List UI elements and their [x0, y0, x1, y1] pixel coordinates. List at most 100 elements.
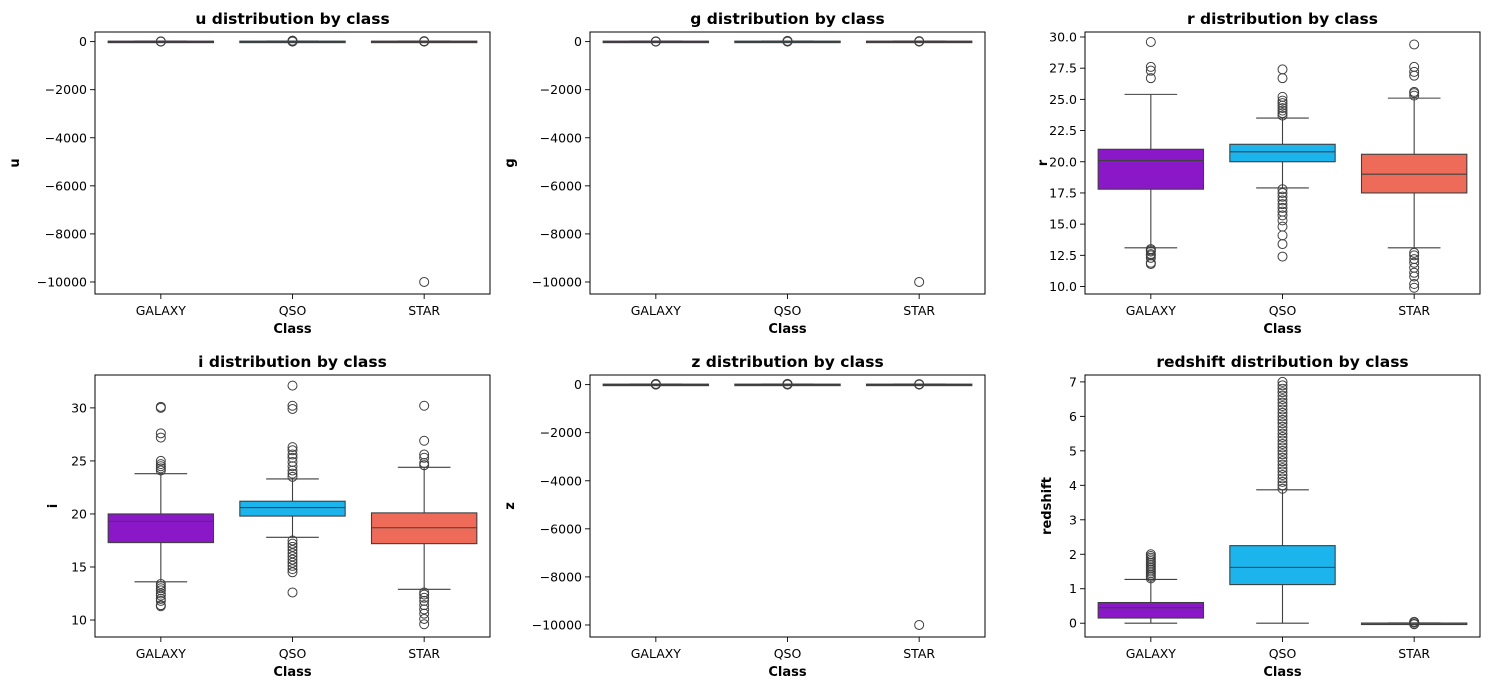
outlier-point: [419, 400, 430, 411]
outlier-point: [1409, 267, 1420, 278]
box-star: [1360, 39, 1468, 293]
outlier-point: [155, 36, 166, 47]
y-tick-label: 20: [71, 506, 87, 521]
x-tick-label: GALAXY: [1126, 303, 1177, 318]
x-tick-label: QSO: [1269, 303, 1297, 318]
outlier-point: [155, 432, 166, 443]
outlier-point: [287, 564, 298, 575]
axes-frame: [1084, 31, 1481, 295]
outlier-point: [1277, 206, 1288, 217]
box-star: [865, 36, 973, 287]
outlier-point: [419, 587, 430, 598]
y-tick-label: −10000: [37, 274, 87, 289]
chart-panel-2: r distribution by class 10.0 12.5 15.0 17.5 2…: [1036, 10, 1481, 337]
outlier-point: [419, 452, 430, 463]
box-body: [1097, 601, 1205, 619]
outlier-point: [419, 608, 430, 619]
outlier-point: [287, 567, 298, 578]
box-qso: [1229, 64, 1336, 262]
y-tick-label: 15: [71, 559, 87, 574]
axes-frame: [94, 31, 491, 295]
outlier-point: [287, 461, 298, 472]
chart-title: u distribution by class: [195, 10, 389, 28]
outlier-point: [155, 455, 166, 466]
box-qso: [1229, 376, 1336, 624]
chart-panel-1: g distribution by class 0 −2000 −4000 −6000 −…: [503, 10, 986, 337]
outlier-point: [1145, 249, 1156, 260]
y-tick-label: −8000: [540, 226, 582, 241]
y-tick-label: 25.0: [1049, 92, 1077, 107]
outlier-point: [914, 36, 925, 47]
outlier-point: [1277, 103, 1288, 114]
axes-frame: [1084, 374, 1481, 638]
x-axis-label: Class: [273, 322, 312, 337]
outlier-point: [155, 588, 166, 599]
y-tick-label: −4000: [45, 130, 87, 145]
x-tick-label: GALAXY: [631, 646, 682, 661]
outlier-point: [1277, 202, 1288, 213]
x-tick-label: STAR: [1398, 646, 1430, 661]
outlier-point: [1277, 480, 1288, 491]
outlier-point: [287, 548, 298, 559]
chart-panel-3: i distribution by class 10 15 20 25 30 GALAXY Q…: [46, 353, 491, 680]
y-tick-label: 10.0: [1049, 279, 1077, 294]
y-tick-label: 15.0: [1049, 217, 1077, 232]
x-tick-label: GALAXY: [136, 646, 187, 661]
axes-frame: [589, 31, 986, 295]
y-tick-label: −6000: [540, 178, 582, 193]
outlier-point: [1277, 401, 1288, 412]
outlier-point: [1277, 397, 1288, 408]
outlier-point: [1145, 244, 1156, 255]
outlier-point: [287, 449, 298, 460]
outlier-point: [287, 551, 298, 562]
outlier-point: [155, 459, 166, 470]
box-galaxy: [1097, 36, 1205, 270]
axes-frame: [94, 374, 491, 638]
x-tick-label: STAR: [903, 646, 935, 661]
y-tick-label: 2: [1069, 547, 1077, 562]
outlier-point: [287, 442, 298, 453]
outlier-point: [419, 604, 430, 615]
x-tick-label: QSO: [1269, 646, 1297, 661]
x-axis-label: Class: [1263, 665, 1302, 680]
chart-title: redshift distribution by class: [1156, 353, 1408, 371]
outlier-point: [1145, 549, 1156, 560]
outlier-point: [1277, 199, 1288, 210]
outlier-point: [419, 36, 430, 47]
outlier-point: [287, 554, 298, 565]
y-tick-label: 4: [1069, 478, 1077, 493]
box-body: [239, 500, 346, 517]
box-galaxy: [602, 378, 710, 390]
outlier-point: [287, 535, 298, 546]
outlier-point: [1277, 251, 1288, 262]
y-axis-label: u: [8, 158, 23, 167]
outlier-point: [287, 400, 298, 411]
outlier-point: [1409, 90, 1420, 101]
y-tick-label: −2000: [45, 82, 87, 97]
outlier-point: [1277, 110, 1288, 121]
outlier-point: [1277, 187, 1288, 198]
outlier-point: [287, 465, 298, 476]
y-tick-label: 22.5: [1049, 123, 1077, 138]
outlier-point: [155, 593, 166, 604]
outlier-point: [419, 458, 430, 469]
outlier-point: [1277, 452, 1288, 463]
y-tick-label: −8000: [45, 226, 87, 241]
box-qso: [734, 378, 841, 390]
outlier-point: [1409, 257, 1420, 268]
chart-title: r distribution by class: [1187, 10, 1378, 28]
outlier-point: [1277, 105, 1288, 116]
box-galaxy: [107, 36, 215, 47]
outlier-point: [287, 468, 298, 479]
chart-panel-4: z distribution by class 0 −2000 −4000 −6000 −…: [503, 353, 986, 680]
outlier-point: [1409, 247, 1420, 258]
y-tick-label: 30.0: [1049, 29, 1077, 44]
chart-title: z distribution by class: [691, 353, 883, 371]
y-tick-label: 27.5: [1049, 61, 1077, 76]
outlier-point: [1277, 184, 1288, 195]
y-tick-label: 10: [71, 613, 87, 628]
outlier-point: [1277, 428, 1288, 439]
outlier-point: [287, 560, 298, 571]
outlier-point: [1409, 279, 1420, 290]
y-tick-label: 17.5: [1049, 185, 1077, 200]
